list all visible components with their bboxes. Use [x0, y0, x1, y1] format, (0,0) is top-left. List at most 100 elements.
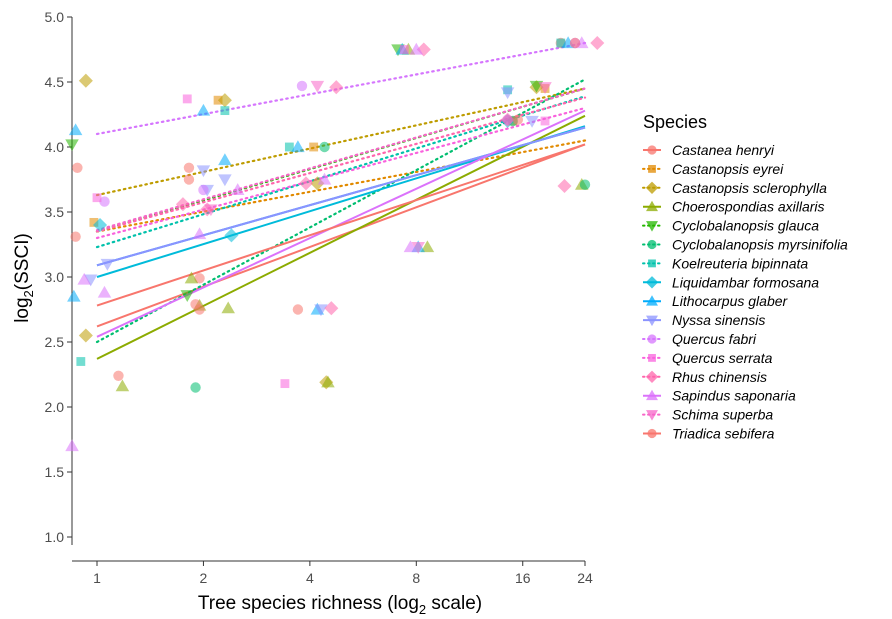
y-tick-label: 4.5: [45, 74, 65, 90]
legend-marker: [646, 389, 658, 401]
data-point: [284, 142, 294, 152]
data-point: [411, 242, 425, 254]
fit-line: [95, 106, 587, 240]
legend-label: Cyclobalanopsis glauca: [672, 218, 819, 234]
data-point: [92, 193, 102, 203]
data-point: [194, 273, 205, 284]
y-axis-title: log2(SSCI): [12, 233, 36, 323]
x-tick-label: 4: [306, 570, 314, 586]
legend-label: Sapindus saponaria: [672, 388, 796, 404]
data-point: [500, 87, 515, 100]
data-point: [500, 112, 515, 127]
y-tick-label: 3.0: [45, 269, 65, 285]
legend-marker: [645, 370, 659, 384]
data-point: [556, 38, 566, 48]
data-point: [321, 375, 335, 388]
legend-marker: [645, 276, 659, 289]
data-point: [192, 227, 207, 240]
y-tick-label: 5.0: [45, 9, 65, 25]
legend-title: Species: [643, 112, 707, 132]
data-point: [310, 80, 325, 93]
legend-marker: [646, 221, 658, 232]
data-point: [569, 37, 581, 49]
legend-label: Schima superba: [672, 407, 773, 423]
data-point: [77, 272, 91, 285]
data-point: [217, 93, 232, 108]
fit-line: [95, 96, 587, 233]
data-point: [175, 197, 190, 212]
x-tick-label: 8: [412, 570, 420, 586]
data-point: [196, 165, 211, 178]
x-tick-label: 2: [200, 570, 208, 586]
data-point: [218, 153, 232, 166]
data-point: [399, 45, 409, 54]
legend-marker: [647, 145, 657, 155]
legend-marker: [647, 239, 657, 250]
y-ticks: 1.0 1.5 2.0 2.5 3.0 3.5 4.0 4.5 5.0: [45, 9, 72, 545]
data-point: [97, 285, 112, 298]
legend-label: Cyclobalanopsis myrsinifolia: [672, 237, 848, 253]
legend-marker: [648, 353, 656, 362]
data-point: [525, 115, 539, 128]
legend-label: Lithocarpus glaber: [672, 293, 789, 309]
data-point: [93, 217, 108, 233]
data-point: [420, 240, 435, 253]
legend-marker: [646, 410, 658, 421]
data-point: [196, 103, 211, 116]
data-point: [183, 174, 195, 185]
data-point: [579, 179, 591, 190]
data-point: [180, 290, 195, 302]
x-ticks: 1 2 4 8 16 24: [93, 561, 593, 586]
data-point: [314, 304, 328, 317]
data-point: [230, 183, 245, 195]
fit-line: [95, 87, 587, 232]
data-point: [298, 176, 314, 191]
legend: Species Castanea henryi Castanopsis eyrei…: [642, 112, 848, 442]
data-point: [512, 114, 524, 125]
data-point: [183, 162, 195, 173]
data-point: [557, 178, 572, 194]
legend-label: Choerospondias axillaris: [672, 199, 825, 215]
data-point: [83, 274, 98, 287]
legend-marker: [645, 181, 659, 195]
y-tick-label: 1.0: [45, 529, 65, 545]
legend-label: Castanea henryi: [672, 142, 775, 158]
data-point: [99, 196, 110, 207]
data-point: [115, 379, 130, 392]
data-point: [184, 271, 199, 284]
data-point: [89, 217, 99, 227]
x-tick-label: 16: [515, 570, 531, 586]
data-point: [416, 42, 431, 57]
fit-line: [95, 87, 587, 197]
x-tick-label: 1: [93, 570, 101, 586]
data-point: [65, 439, 79, 452]
data-point: [68, 123, 83, 136]
data-point: [67, 289, 81, 302]
legend-marker: [647, 334, 657, 344]
legend-label: Castanopsis eyrei: [672, 161, 784, 177]
legend-marker: [646, 315, 658, 327]
legend-label: Quercus serrata: [672, 350, 773, 366]
data-point: [317, 172, 332, 185]
fit-line: [96, 143, 586, 328]
fit-line: [95, 139, 587, 233]
legend-marker: [647, 428, 657, 439]
y-tick-label: 3.5: [45, 204, 65, 220]
fit-line: [96, 114, 586, 360]
data-point: [280, 379, 290, 389]
data-point: [100, 258, 115, 271]
data-point: [194, 304, 205, 315]
data-point: [291, 140, 305, 153]
y-tick-label: 1.5: [45, 464, 65, 480]
data-point: [540, 116, 550, 126]
legend-label: Nyssa sinensis: [672, 312, 765, 328]
data-points: [65, 35, 605, 452]
data-point: [296, 80, 308, 92]
legend-marker: [648, 164, 656, 173]
legend-label: Triadica sebifera: [672, 426, 775, 442]
data-point: [113, 370, 124, 381]
data-point: [309, 142, 319, 152]
data-point: [590, 35, 605, 51]
data-point: [409, 42, 424, 55]
